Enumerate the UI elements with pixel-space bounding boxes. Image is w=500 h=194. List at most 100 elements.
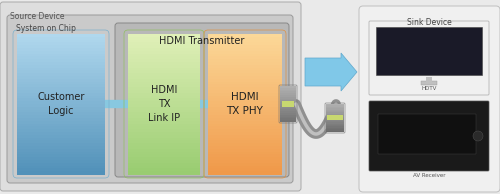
Bar xyxy=(128,140,200,144)
Bar xyxy=(208,166,282,169)
Bar xyxy=(208,112,282,116)
Bar xyxy=(208,40,282,43)
Bar xyxy=(128,166,200,169)
Bar xyxy=(17,115,105,119)
FancyBboxPatch shape xyxy=(369,101,489,171)
Bar xyxy=(326,107,344,108)
Bar xyxy=(17,143,105,146)
Bar xyxy=(128,104,200,107)
Text: System on Chip: System on Chip xyxy=(16,24,76,33)
Bar xyxy=(208,129,282,133)
Text: Sink Device: Sink Device xyxy=(407,18,452,27)
Text: Customer
Logic: Customer Logic xyxy=(38,92,84,116)
Bar xyxy=(17,90,105,93)
Text: HDMI
TX PHY: HDMI TX PHY xyxy=(226,92,264,116)
Bar xyxy=(280,109,296,112)
Bar xyxy=(128,118,200,121)
Bar xyxy=(17,59,105,62)
Bar xyxy=(128,115,200,119)
Bar xyxy=(17,160,105,163)
Bar xyxy=(280,99,296,101)
Bar xyxy=(128,107,200,110)
Bar xyxy=(208,73,282,76)
Bar xyxy=(326,115,344,117)
Bar xyxy=(128,79,200,82)
Bar xyxy=(128,87,200,90)
Bar xyxy=(128,37,200,40)
Bar xyxy=(208,168,282,172)
Bar xyxy=(326,122,344,124)
Bar xyxy=(17,65,105,68)
Bar xyxy=(128,129,200,133)
Text: Source Device: Source Device xyxy=(10,12,64,21)
Bar xyxy=(208,126,282,130)
Bar xyxy=(280,100,296,102)
Bar xyxy=(326,131,344,132)
Bar xyxy=(128,51,200,54)
Bar xyxy=(128,138,200,141)
Bar xyxy=(326,124,344,125)
Bar xyxy=(280,117,296,119)
Bar xyxy=(128,62,200,65)
Bar xyxy=(17,34,105,37)
Bar xyxy=(128,112,200,116)
Bar xyxy=(17,51,105,54)
Bar xyxy=(208,90,282,93)
Text: HDMI Transmitter: HDMI Transmitter xyxy=(160,36,244,46)
Bar xyxy=(17,110,105,113)
Bar xyxy=(208,84,282,88)
Bar xyxy=(280,90,296,92)
Bar xyxy=(208,107,282,110)
Bar xyxy=(326,125,344,127)
Bar xyxy=(208,98,282,102)
Bar xyxy=(17,73,105,76)
Bar xyxy=(17,45,105,48)
Bar xyxy=(326,111,344,113)
Bar xyxy=(17,112,105,116)
Bar xyxy=(17,140,105,144)
Bar xyxy=(128,121,200,124)
Bar xyxy=(280,108,296,110)
Bar xyxy=(208,56,282,60)
Text: AV Receiver: AV Receiver xyxy=(413,173,446,178)
Bar xyxy=(128,126,200,130)
Bar xyxy=(17,149,105,152)
Bar xyxy=(326,117,344,118)
Bar xyxy=(208,104,282,107)
Bar xyxy=(17,132,105,135)
Bar xyxy=(208,101,282,105)
Bar xyxy=(17,129,105,133)
Bar xyxy=(17,37,105,40)
Bar xyxy=(208,140,282,144)
Bar xyxy=(17,168,105,172)
Bar xyxy=(128,93,200,96)
FancyArrow shape xyxy=(305,53,357,91)
Bar xyxy=(280,95,296,97)
Bar xyxy=(280,104,296,106)
Bar xyxy=(128,65,200,68)
Bar xyxy=(128,98,200,102)
Bar xyxy=(208,62,282,65)
Bar xyxy=(17,68,105,71)
Bar xyxy=(17,163,105,166)
Bar xyxy=(280,97,296,99)
Bar xyxy=(17,135,105,138)
Bar xyxy=(208,79,282,82)
Bar xyxy=(17,104,105,107)
Bar xyxy=(208,34,282,37)
Bar xyxy=(128,56,200,60)
Bar xyxy=(17,98,105,102)
Bar xyxy=(128,171,200,174)
Bar xyxy=(128,160,200,163)
Bar xyxy=(208,154,282,158)
Bar xyxy=(17,40,105,43)
Bar xyxy=(280,102,296,104)
Bar xyxy=(17,118,105,121)
Bar xyxy=(326,110,344,111)
Bar xyxy=(208,59,282,62)
Bar xyxy=(17,79,105,82)
Bar xyxy=(208,115,282,119)
Bar xyxy=(326,114,344,115)
Bar xyxy=(128,135,200,138)
Bar xyxy=(128,42,200,46)
